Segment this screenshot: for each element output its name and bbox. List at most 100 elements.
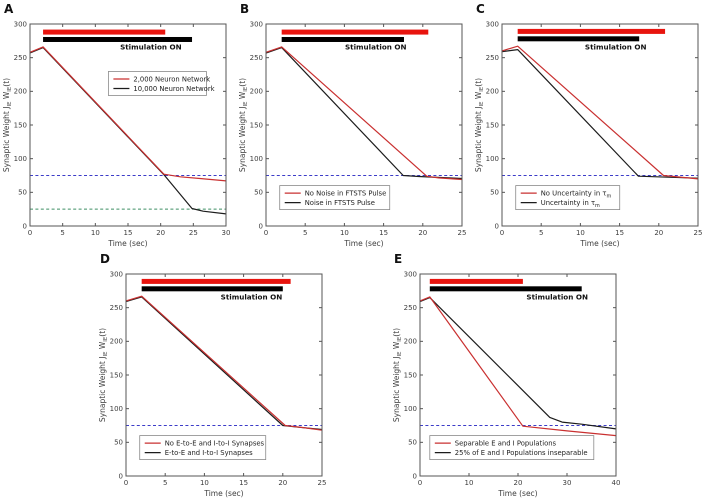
y-tick-label: 300 (14, 20, 27, 28)
x-tick-label: 0 (28, 229, 32, 237)
x-tick-label: 10 (91, 229, 100, 237)
black-series-line (501, 48, 699, 179)
x-tick-label: 20 (156, 229, 165, 237)
x-tick-label: 30 (563, 479, 572, 487)
black-series-line (125, 296, 323, 431)
x-tick-label: 5 (163, 479, 167, 487)
x-tick-label: 10 (576, 229, 585, 237)
stimulation-on-label: Stimulation ON (526, 293, 588, 302)
panel-e-label: E (394, 252, 403, 266)
y-tick-label: 0 (259, 222, 263, 230)
legend-label: Noise in FTSTS Pulse (305, 199, 375, 207)
x-tick-label: 40 (612, 479, 621, 487)
x-tick-label: 0 (264, 229, 268, 237)
y-axis-label: Synaptic Weight JIE WIE(t) (238, 78, 249, 172)
y-tick-label: 150 (14, 121, 27, 129)
y-tick-label: 150 (110, 371, 123, 379)
panel-c-chart: Stimulation ON0 5 10 15 20 250501001502002503… (474, 20, 703, 248)
black-stimulation-bar (141, 286, 283, 292)
panel-e: E Stimulation ON 0 10 20 30 40 0 50 100 150 200 250… (390, 252, 626, 502)
y-tick-label: 250 (110, 304, 123, 312)
y-tick-label: 0 (23, 222, 27, 230)
y-tick-label: 50 (18, 189, 27, 197)
y-tick-label: 0 (495, 222, 499, 230)
black-series-line (29, 46, 227, 215)
panel-e-chart: Stimulation ON 0 10 20 30 40 0 50 100 150 200 250 30… (392, 270, 621, 498)
x-tick-label: 0 (124, 479, 128, 487)
x-tick-label: 15 (124, 229, 133, 237)
x-tick-label: 20 (654, 229, 663, 237)
y-tick-label: 250 (250, 54, 263, 62)
y-tick-label: 250 (486, 54, 499, 62)
red-stimulation-bar (429, 278, 523, 284)
x-tick-label: 20 (278, 479, 287, 487)
x-tick-label: 10 (340, 229, 349, 237)
x-tick-label: 20 (514, 479, 523, 487)
y-tick-label: 250 (404, 304, 417, 312)
y-tick-label: 100 (486, 155, 499, 163)
legend-box (139, 435, 267, 461)
y-tick-label: 250 (14, 54, 27, 62)
y-tick-label: 100 (250, 155, 263, 163)
y-tick-label: 200 (404, 338, 417, 346)
panel-c: C Stimulation ON 0 5 10 15 20 25 0 50 100 150 200 25… (472, 2, 708, 252)
panel-d-label: D (100, 252, 110, 266)
y-tick-label: 200 (110, 338, 123, 346)
legend-label: No E-to-E and I-to-I Synapses (165, 440, 265, 448)
stimulation-on-label: Stimulation ON (345, 43, 407, 52)
y-tick-label: 300 (110, 270, 123, 278)
x-tick-label: 5 (303, 229, 307, 237)
y-tick-label: 200 (486, 88, 499, 96)
x-tick-label: 25 (458, 229, 467, 237)
x-axis-label: Time (sec) (343, 239, 383, 248)
x-tick-label: 5 (539, 229, 543, 237)
y-tick-label: 150 (250, 121, 263, 129)
x-tick-label: 5 (60, 229, 64, 237)
panel-c-label: C (476, 2, 485, 16)
legend-box (108, 71, 207, 96)
y-tick-label: 50 (490, 189, 499, 197)
red-series-line (419, 296, 617, 437)
x-tick-label: 30 (222, 229, 231, 237)
stimulation-on-label: Stimulation ON (120, 43, 182, 52)
y-tick-label: 50 (254, 189, 263, 197)
panel-a-chart: Stimulation ON0 5 10 15 20 25 3005010015020025… (2, 20, 231, 248)
red-series-line (265, 46, 463, 181)
y-tick-label: 0 (119, 472, 123, 480)
panel-a-label: A (4, 2, 14, 16)
red-stimulation-bar (43, 29, 166, 35)
y-tick-label: 300 (404, 270, 417, 278)
y-tick-label: 50 (408, 439, 417, 447)
y-tick-label: 0 (413, 472, 417, 480)
legend-label: 10,000 Neuron Network (133, 85, 214, 93)
stimulation-on-label: Stimulation ON (585, 43, 647, 52)
x-tick-label: 10 (465, 479, 474, 487)
legend-label: No Uncertainty in τm (541, 190, 612, 200)
y-axis-label: Synaptic Weight JIE WIE(t) (98, 328, 109, 422)
panel-d: D Stimulation ON 0 5 10 15 20 25 0 50 100 150 200 25… (96, 252, 332, 502)
red-stimulation-bar (517, 28, 666, 34)
x-tick-label: 25 (318, 479, 327, 487)
red-stimulation-bar (281, 29, 429, 35)
panel-b-chart: Stimulation ON0 5 10 15 20 250501001502002503… (238, 20, 467, 248)
black-stimulation-bar (281, 36, 404, 42)
x-tick-label: 25 (189, 229, 198, 237)
red-series-line (29, 46, 227, 182)
panel-b-label: B (240, 2, 250, 16)
red-series-line (125, 295, 323, 431)
legend-box (515, 185, 621, 211)
black-stimulation-bar (429, 286, 582, 292)
y-axis-label: Synaptic Weight JIE WIE(t) (392, 328, 403, 422)
y-tick-label: 150 (404, 371, 417, 379)
x-tick-label: 25 (694, 229, 703, 237)
legend-label: Separable E and I Populations (455, 440, 557, 448)
legend-label: E-to-E and I-to-I Synapses (165, 449, 253, 457)
legend-label: Uncertainty in τm (541, 199, 600, 209)
x-axis-label: Time (sec) (203, 489, 243, 498)
panel-a: A Stimulation ON 0 5 10 15 20 25 30 0 50 100 150 200… (0, 2, 236, 252)
y-tick-label: 300 (486, 20, 499, 28)
legend-label: 25% of E and I Populations inseparable (455, 449, 588, 457)
x-axis-label: Time (sec) (107, 239, 147, 248)
legend-label: 2,000 Neuron Network (133, 75, 210, 83)
